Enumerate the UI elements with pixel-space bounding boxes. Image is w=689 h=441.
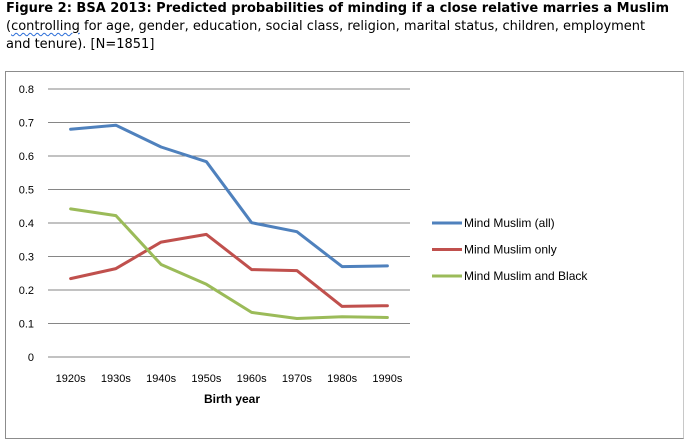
series-line-1 xyxy=(69,123,389,269)
legend-label-3: Mind Muslim and Black xyxy=(464,269,588,283)
chart-area xyxy=(5,71,684,439)
series-line-2 xyxy=(69,232,389,308)
x-tick-label: 1960s xyxy=(237,373,267,385)
legend-label-1: Mind Muslim (all) xyxy=(464,216,555,230)
x-tick-label: 1980s xyxy=(327,373,357,385)
x-tick-label: 1990s xyxy=(372,373,402,385)
caption-line-2-rest: for age, gender, education, social class… xyxy=(79,19,646,34)
figure-caption: Figure 2: BSA 2013: Predicted probabilit… xyxy=(6,0,684,54)
x-tick-label: 1930s xyxy=(101,373,131,385)
x-tick-label: 1920s xyxy=(56,373,86,385)
series-line-3 xyxy=(69,207,389,320)
y-tick-label: 0.8 xyxy=(19,84,34,96)
y-tick-label: 0.5 xyxy=(19,185,34,197)
y-tick-label: 0.3 xyxy=(19,252,34,264)
caption-title: Figure 2: BSA 2013: Predicted probabilit… xyxy=(6,1,670,16)
y-tick-label: 0.7 xyxy=(19,118,34,130)
caption-open-paren: ( xyxy=(6,19,12,34)
x-tick-label: 1950s xyxy=(191,373,221,385)
y-tick-label: 0.4 xyxy=(19,218,34,230)
legend-label-2: Mind Muslim only xyxy=(464,243,557,257)
caption-spellcheck-word: controlling xyxy=(11,19,80,34)
x-axis-title: Birth year xyxy=(204,392,260,406)
caption-line-2: (controlling for age, gender, education,… xyxy=(6,18,684,36)
x-tick-label: 1970s xyxy=(282,373,312,385)
x-tick-label: 1940s xyxy=(146,373,176,385)
y-tick-label: 0.1 xyxy=(19,319,34,331)
y-tick-label: 0.6 xyxy=(19,151,34,163)
caption-line-3: and tenure). [N=1851] xyxy=(6,37,155,52)
y-tick-label: 0 xyxy=(28,352,34,364)
y-tick-label: 0.2 xyxy=(19,285,34,297)
